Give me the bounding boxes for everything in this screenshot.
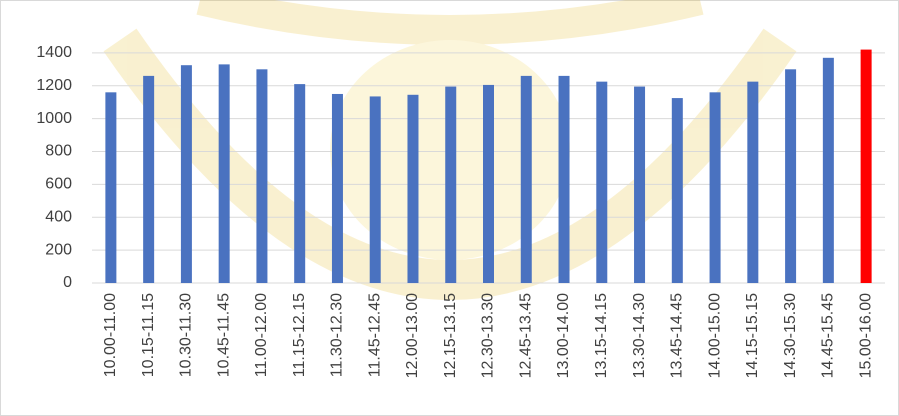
y-tick-label: 0: [63, 274, 72, 291]
x-tick-label: 11.45-12.45: [366, 293, 383, 377]
bar: [520, 75, 532, 283]
bar: [407, 94, 419, 284]
x-tick-label: 13.30-14.30: [631, 293, 648, 379]
bar: [331, 93, 343, 283]
y-tick-label: 1000: [36, 110, 72, 127]
bar: [822, 57, 834, 284]
bar: [634, 86, 646, 284]
bar: [785, 69, 797, 283]
bar: [256, 69, 268, 283]
bar: [483, 84, 494, 283]
bar: [860, 49, 872, 284]
x-tick-label: 10.45-11.45: [215, 293, 232, 377]
y-tick-label: 800: [45, 143, 72, 160]
watermark-arc: [196, 0, 704, 45]
x-tick-label: 10.30-11.30: [178, 293, 195, 377]
x-tick-label: 12.00-13.00: [404, 293, 421, 379]
x-tick-label: 14.15-15.15: [744, 293, 761, 379]
bar: [671, 98, 683, 283]
x-tick-label: 10.15-11.15: [140, 293, 157, 377]
x-tick-label: 10.00-11.00: [102, 293, 119, 377]
x-tick-label: 13.45-14.45: [669, 293, 686, 379]
bar: [747, 81, 759, 283]
x-tick-label: 11.30-12.30: [329, 293, 346, 377]
bar: [143, 75, 155, 283]
bar: [369, 96, 381, 283]
x-tick-label: 14.45-15.45: [820, 293, 837, 379]
x-tick-label: 14.30-15.30: [782, 293, 799, 379]
bar: [105, 92, 117, 283]
x-tick-label: 12.15-13.15: [442, 293, 459, 379]
bar: [558, 75, 570, 283]
x-tick-label: 11.15-12.15: [291, 293, 308, 377]
x-tick-label: 13.15-14.15: [593, 293, 610, 379]
x-tick-label: 14.00-15.00: [706, 293, 723, 379]
bar: [709, 92, 721, 283]
x-tick-label: 12.45-13.45: [517, 293, 534, 379]
y-tick-label: 1400: [36, 44, 72, 61]
x-tick-label: 15.00-16.00: [857, 293, 874, 379]
y-tick-label: 400: [45, 208, 72, 225]
x-tick-label: 13.00-14.00: [555, 293, 572, 379]
y-tick-label: 200: [45, 241, 72, 258]
y-tick-label: 600: [45, 176, 72, 193]
bar: [596, 81, 608, 283]
x-tick-label: 12.30-13.30: [480, 293, 497, 379]
bar: [180, 65, 192, 283]
x-tick-label: 11.00-12.00: [253, 293, 270, 377]
bar: [218, 64, 230, 283]
bar: [445, 86, 457, 284]
bar: [294, 84, 306, 283]
y-tick-label: 1200: [36, 77, 72, 94]
